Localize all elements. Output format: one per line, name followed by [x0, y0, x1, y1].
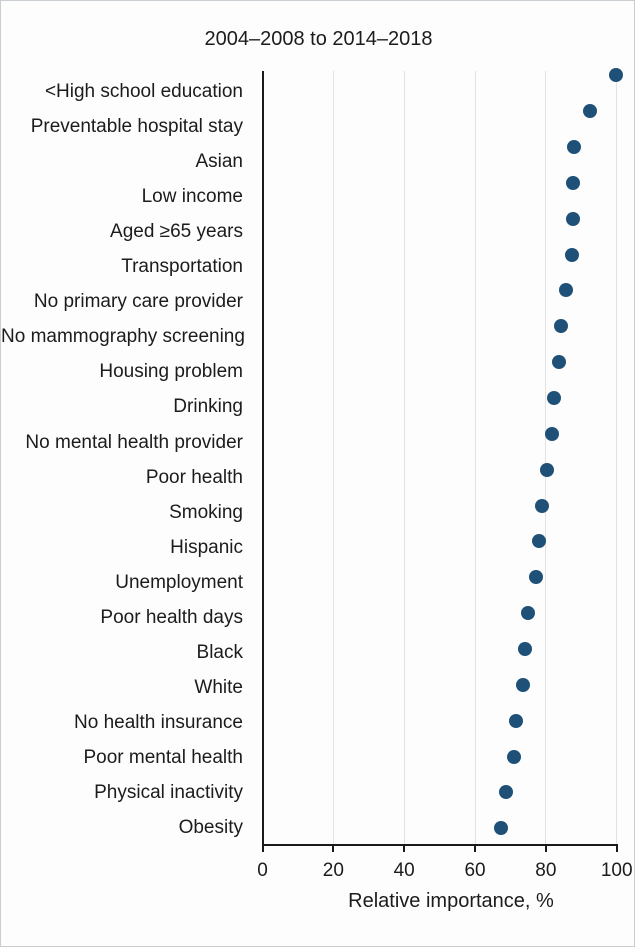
data-dot [498, 785, 513, 800]
data-dot [565, 247, 580, 262]
category-label: No mammography screening [1, 326, 245, 348]
axis-tick [544, 845, 547, 852]
x-tick-label: 0 [257, 860, 268, 881]
data-dot [608, 68, 623, 83]
axis-tick [332, 845, 335, 852]
x-axis-title: Relative importance, % [348, 890, 554, 912]
x-tick-label: 60 [464, 860, 486, 881]
gridline [616, 71, 618, 846]
category-label: Drinking [173, 396, 243, 418]
data-dot [544, 426, 559, 441]
data-dot [566, 175, 581, 190]
category-label: No health insurance [74, 712, 243, 734]
category-label: Poor mental health [83, 747, 244, 769]
category-label: No primary care provider [33, 291, 243, 313]
category-label: Housing problem [99, 361, 243, 383]
data-dot [559, 283, 574, 298]
category-label: Hispanic [170, 536, 243, 558]
data-dot [535, 498, 550, 513]
category-label: Preventable hospital stay [30, 115, 243, 137]
data-dot [547, 391, 561, 405]
gridline [332, 71, 334, 846]
data-dot [521, 606, 536, 621]
category-label: Asian [195, 150, 243, 172]
gridline [545, 71, 547, 846]
data-dot [566, 211, 581, 226]
data-dot [552, 355, 567, 370]
category-label: Aged ≥65 years [110, 221, 243, 243]
x-tick-label: 40 [393, 860, 415, 881]
category-label: Poor health days [100, 606, 243, 628]
x-tick-label: 80 [535, 860, 557, 881]
axis-tick [474, 845, 477, 852]
category-label: Smoking [169, 501, 243, 523]
category-label: Unemployment [115, 571, 243, 593]
data-dot [532, 534, 547, 549]
data-dot [506, 749, 521, 764]
category-label: Transportation [121, 256, 243, 278]
category-label: <High school education [44, 80, 243, 102]
data-dot [509, 713, 524, 728]
axis-tick [615, 845, 618, 852]
category-label: Obesity [178, 817, 243, 839]
data-dot [517, 642, 532, 656]
data-dot [554, 319, 569, 334]
axis-tick [261, 845, 264, 852]
data-dot [528, 570, 543, 585]
category-label: Poor health [145, 466, 243, 488]
category-label: Low income [141, 186, 243, 207]
category-label: Black [196, 641, 243, 663]
data-dot [494, 821, 509, 836]
axis-tick [403, 845, 406, 852]
category-label: No mental health provider [25, 431, 243, 453]
x-axis-line [261, 843, 619, 846]
data-dot [567, 140, 582, 154]
category-label: White [194, 676, 243, 698]
category-label: Physical inactivity [94, 782, 243, 804]
gridline [403, 71, 405, 846]
x-tick-label: 20 [322, 860, 344, 881]
data-dot [540, 462, 555, 477]
data-dot [582, 104, 597, 119]
chart-title: 2004–2008 to 2014–2018 [204, 28, 433, 50]
gridline [474, 71, 476, 846]
x-tick-label: 100 [600, 860, 633, 881]
data-dot [516, 677, 531, 692]
y-axis-line [261, 71, 264, 846]
